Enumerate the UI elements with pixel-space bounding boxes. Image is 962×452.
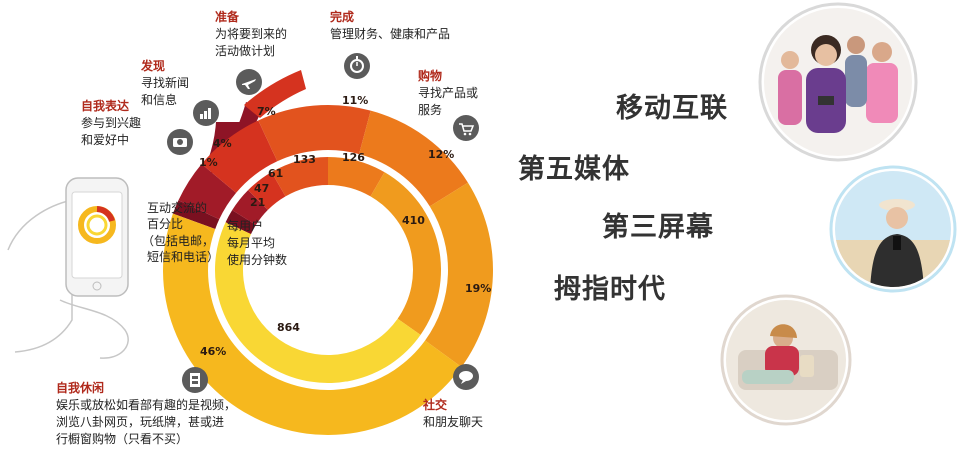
headlines: 移动互联 第五媒体 第三屏幕 拇指时代 (518, 93, 728, 305)
headline-1: 移动互联 (616, 93, 728, 124)
min-shop: 126 (342, 151, 365, 164)
photo-beach-woman (829, 165, 957, 293)
shop-title: 购物 (418, 68, 442, 83)
discover-desc-1: 寻找新闻 (141, 75, 189, 90)
min-me-time: 864 (277, 321, 300, 334)
center-caption-line-2: 每月平均 (227, 235, 275, 250)
min-discover: 47 (254, 182, 269, 195)
inner-ring-accomplish (271, 157, 328, 197)
chat-icon (453, 364, 479, 390)
me-time-desc-2: 浏览八卦网页，玩纸牌，甚或进 (56, 414, 224, 429)
self-expression-desc-1: 参与到兴趣 (81, 115, 141, 130)
left-caption-line-1: 互动交流的 (147, 200, 207, 215)
phone-illustration (7, 177, 129, 359)
outer-ring-prepare (201, 120, 278, 193)
minute-labels: 21 47 61 133 126 410 864 (250, 151, 425, 334)
left-caption-line-3: （包括电邮， (142, 233, 214, 248)
icons (167, 53, 479, 393)
percent-labels: 1% 4% 7% 11% 12% 19% 46% (199, 94, 491, 358)
phone-mini-ring-inner (86, 214, 108, 236)
photo-group-people (758, 2, 918, 162)
min-self-expression: 21 (250, 196, 265, 209)
outer-ring-accomplish (258, 105, 371, 162)
prepare-desc-2: 活动做计划 (215, 43, 275, 58)
inner-ring-me-time (214, 222, 421, 383)
prepare-title: 准备 (215, 9, 240, 24)
phone-mini-ring-accent (96, 206, 115, 222)
min-prepare: 61 (268, 167, 283, 180)
pct-discover: 4% (213, 137, 232, 150)
plane-icon (236, 69, 262, 95)
pct-me-time: 46% (200, 345, 226, 358)
outer-ring-self-expression (172, 200, 220, 229)
photo-sofa-woman (720, 294, 852, 426)
shop-desc-2: 服务 (418, 102, 442, 117)
cart-icon (453, 115, 479, 141)
inner-ring-discover (232, 190, 268, 225)
outer-ring-me-time (162, 213, 462, 436)
inner-ring-social (370, 172, 441, 335)
hand-thumb (59, 299, 129, 359)
shop-desc-1: 寻找产品或 (418, 86, 478, 100)
pct-shop: 12% (428, 148, 454, 161)
social-desc-1: 和朋友聊天 (423, 415, 483, 429)
outer-seg-prepare (244, 70, 306, 118)
outer-ring-discover (178, 163, 237, 220)
hand-outline (7, 199, 73, 353)
me-time-desc-3: 行橱窗购物（只看不买） (56, 431, 188, 446)
min-social: 410 (402, 214, 425, 227)
outer-ring-social (425, 182, 493, 367)
discover-desc-2: 和信息 (141, 92, 177, 107)
category-labels: 自我表达 参与到兴趣 和爱好中 发现 寻找新闻 和信息 准备 为将要到来的 活动… (56, 9, 483, 446)
left-caption-line-4: 短信和电话） (147, 250, 219, 264)
center-caption-line-1: 每用户 (227, 218, 263, 233)
min-accomplish: 133 (293, 153, 316, 166)
self-expression-desc-2: 和爱好中 (81, 132, 129, 147)
pct-social: 19% (465, 282, 491, 295)
stopwatch-icon (344, 53, 370, 79)
chart-icon (193, 100, 219, 126)
camera-icon (167, 129, 193, 155)
me-time-title: 自我休闲 (56, 380, 104, 395)
self-expression-title: 自我表达 (81, 98, 129, 113)
center-caption-line-3: 使用分钟数 (227, 252, 287, 267)
rings (162, 105, 493, 436)
center-caption: 每用户 每月平均 使用分钟数 (227, 218, 287, 267)
inner-ring-self-expression (225, 210, 256, 235)
inner-ring-prepare (248, 172, 286, 210)
left-caption-line-2: 百分比 (147, 217, 183, 231)
inner-ring-shop (328, 157, 385, 197)
me-time-desc-1: 娱乐或放松如看部有趣的是视频， (56, 397, 236, 412)
prepare-desc-1: 为将要到来的 (215, 26, 287, 41)
accomplish-title: 完成 (330, 9, 354, 24)
headline-2: 第五媒体 (518, 153, 630, 185)
headline-4: 拇指时代 (554, 274, 666, 305)
pct-accomplish: 11% (342, 94, 368, 107)
outer-ring-shop (359, 110, 468, 207)
pct-self-expression: 1% (199, 156, 218, 169)
pct-prepare: 7% (257, 105, 276, 118)
social-title: 社交 (422, 397, 447, 412)
discover-title: 发现 (140, 58, 165, 73)
film-icon (182, 367, 208, 393)
phone-home-button (92, 281, 102, 291)
left-caption: 互动交流的 百分比 （包括电邮， 短信和电话） (142, 200, 219, 264)
headline-3: 第三屏幕 (602, 211, 714, 243)
accomplish-desc-1: 管理财务、健康和产品 (330, 26, 450, 41)
